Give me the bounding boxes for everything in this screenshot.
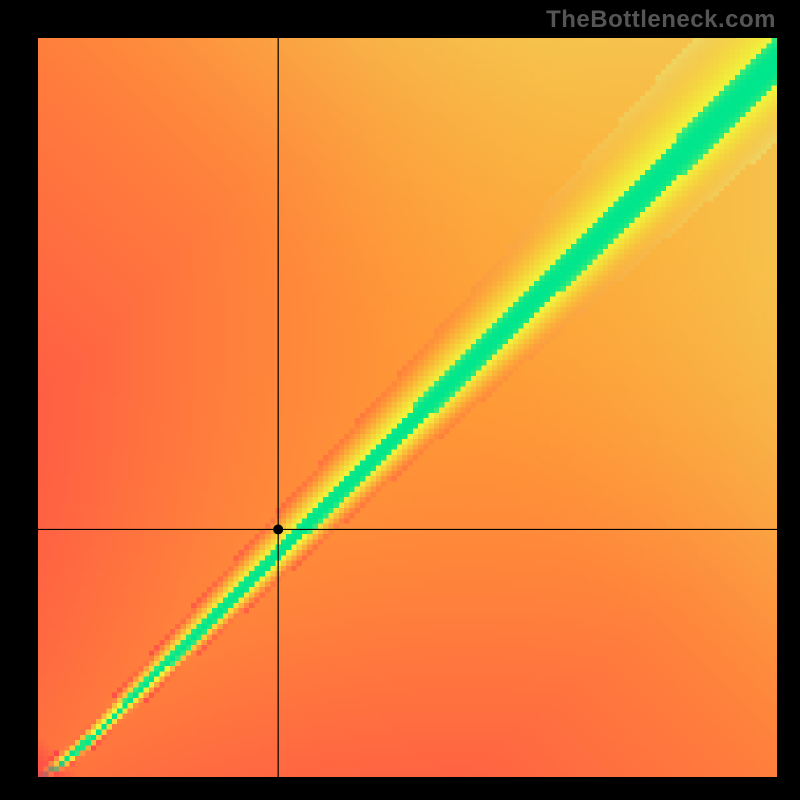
chart-container: TheBottleneck.com <box>0 0 800 800</box>
heatmap-canvas <box>38 38 777 777</box>
watermark-text: TheBottleneck.com <box>546 6 776 34</box>
